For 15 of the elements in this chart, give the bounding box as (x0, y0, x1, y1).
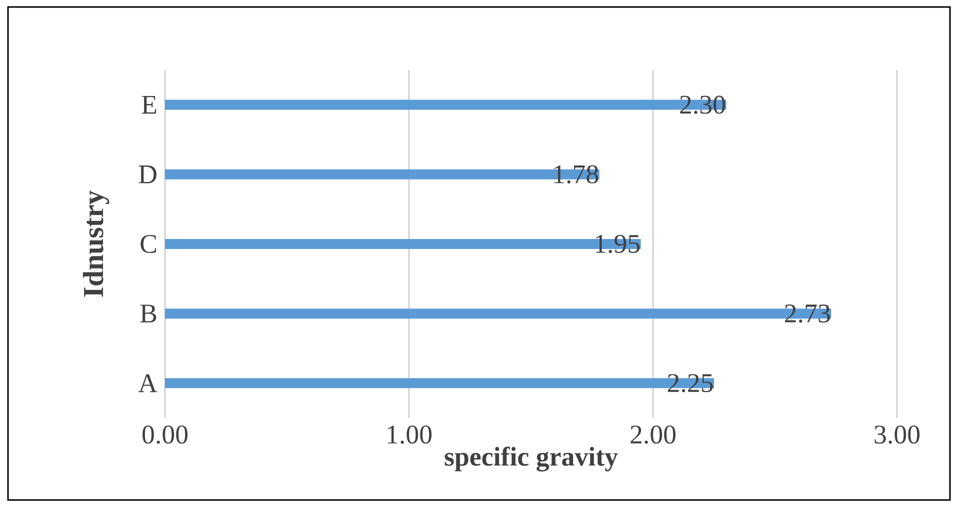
y-tick-label: E (142, 96, 156, 114)
y-axis-title: Idnustry (82, 190, 110, 297)
x-tick-label: 3.00 (874, 426, 920, 444)
x-tick-label: 1.00 (388, 426, 432, 444)
y-tick-label: D (138, 166, 156, 184)
x-tick-label: 0.00 (142, 426, 188, 444)
y-tick-label: C (140, 234, 156, 254)
y-tick-label: A (138, 374, 158, 392)
x-axis-title: specific gravity (444, 446, 618, 472)
data-label: 1.95 (596, 234, 640, 254)
x-tick-label: 2.00 (630, 426, 676, 444)
data-label: 2.30 (680, 96, 725, 114)
data-label: 2.73 (785, 304, 830, 323)
y-tick-label: B (140, 304, 156, 322)
data-label: 1.78 (554, 165, 598, 184)
